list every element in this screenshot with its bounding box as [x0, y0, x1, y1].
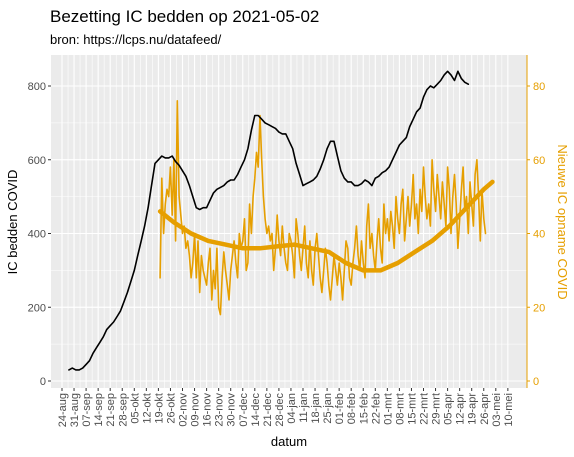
x-tick-label: 10-mei: [503, 393, 515, 427]
y-tick-right-label: 40: [533, 229, 545, 241]
x-tick-label: 01-feb: [334, 393, 346, 424]
x-axis-title: datum: [271, 434, 307, 449]
x-tick-label: 14-dec: [250, 393, 262, 427]
y-tick-left-label: 400: [28, 229, 46, 241]
x-tick-label: 11-jan: [298, 393, 310, 423]
series-group: [68, 70, 495, 371]
x-tick-label: 31-aug: [69, 393, 81, 427]
x-tick-label: 15-feb: [358, 393, 370, 424]
x-tick-label: 09-nov: [190, 393, 202, 427]
x-tick-label: 22-mrt: [419, 393, 431, 425]
x-tick-label: 28-sep: [117, 393, 129, 427]
y-tick-right-label: 20: [533, 302, 545, 314]
x-tick-label: 14-sep: [93, 393, 105, 427]
x-tick-label: 29-mrt: [431, 393, 443, 425]
x-tick-label: 16-nov: [202, 393, 214, 427]
x-tick-label: 25-jan: [322, 393, 334, 424]
x-tick-label: 21-dec: [262, 393, 274, 427]
series-admissions-trend-line: [157, 179, 495, 273]
x-tick-label: 07-dec: [238, 393, 250, 427]
y-tick-right-label: 60: [533, 155, 545, 167]
y-axis-title-left: IC bedden COVID: [5, 170, 20, 275]
x-tick-label: 12-apr: [455, 393, 467, 425]
x-tick-label: 08-feb: [346, 393, 358, 424]
x-tick-label: 08-mrt: [394, 393, 406, 425]
x-tick-label: 28-dec: [274, 393, 286, 427]
chart-subtitle: bron: https://lcps.nu/datafeed/: [50, 32, 222, 47]
x-tick-label: 03-mei: [491, 393, 503, 427]
y-tick-left-label: 600: [28, 155, 46, 167]
x-axis: 24-aug 31-aug 07-sep 14-sep 21-sep 28-sep 05-o…: [57, 388, 515, 427]
series-admissions-line: [159, 100, 487, 316]
x-tick-label: 21-sep: [105, 393, 117, 427]
x-tick-label: 04-jan: [286, 393, 298, 424]
x-tick-label: 19-okt: [153, 393, 165, 424]
x-tick-label: 07-sep: [81, 393, 93, 427]
x-tick-label: 02-nov: [178, 393, 190, 427]
x-tick-label: 19-apr: [467, 393, 479, 425]
series-ic-beds-line: [68, 70, 470, 371]
x-tick-label: 05-okt: [129, 393, 141, 424]
x-tick-label: 05-apr: [443, 393, 455, 425]
x-tick-label: 18-jan: [310, 393, 322, 424]
x-tick-label: 15-mrt: [406, 393, 418, 425]
x-tick-label: 22-feb: [370, 393, 382, 424]
x-tick-label: 01-mrt: [382, 393, 394, 425]
chart-title: Bezetting IC bedden op 2021-05-02: [50, 7, 319, 26]
y-axis-left: 0 200 400 600 800: [28, 81, 51, 388]
y-axis-title-right: Nieuwe IC opname COVID: [555, 144, 570, 299]
y-tick-right-label: 0: [533, 376, 539, 388]
x-tick-label: 24-aug: [57, 393, 69, 427]
x-tick-label: 26-okt: [165, 393, 177, 424]
x-tick-label: 26-apr: [479, 393, 491, 425]
y-tick-right-label: 80: [533, 81, 545, 93]
x-tick-label: 12-okt: [141, 393, 153, 424]
y-tick-left-label: 200: [28, 302, 46, 314]
x-tick-label: 30-nov: [226, 393, 238, 427]
y-tick-left-label: 800: [28, 81, 46, 93]
y-axis-right: 0 20 40 60 80: [526, 55, 545, 388]
x-tick-label: 23-nov: [214, 393, 226, 427]
y-tick-left-label: 0: [40, 376, 46, 388]
